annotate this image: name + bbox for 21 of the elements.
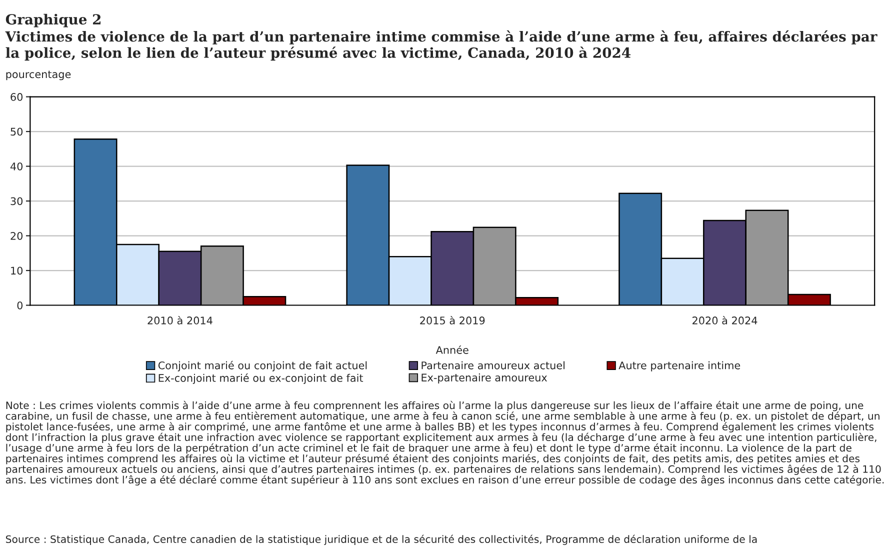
chart-subtitle: Victimes de violence de la part d’un partenaire intime commise à l’aide d’une arme à feu, affaires déclarées par la police, selon le lien de l’auteur présumé avec la victime, Canada, 2010 à 2024 (5, 30, 878, 61)
y-tick-label: 10 (11, 266, 23, 275)
y-tick-label: 0 (17, 301, 23, 310)
y-tick-label: 30 (10, 197, 23, 206)
y-tick-label: 20 (10, 232, 23, 240)
legend-label: Partenaire amoureux actuel (422, 361, 564, 370)
legend-label: Autre partenaire intime (618, 361, 740, 372)
y-tick-label: 40 (10, 162, 23, 170)
x-tick-label: 2010 à 2014 (148, 316, 212, 324)
legend-label: Ex-partenaire amoureux (422, 373, 548, 384)
y-tick-label: 50 (10, 128, 23, 136)
source-note: Source : Statistique Canada, Centre canadien de la statistique juridique et de la sécurité des collectivités, Programme de déclaration uniforme de la (6, 534, 757, 545)
text: Note : Les crimes violents commis à l’aide d’une arme à feu comprennent les affaires où l’arme la plus dangereuse sur les lieux de l’affaire était une arme de poing, une carabine, un fusil de chasse, une arme à feu entièrement automatique, une arme à feu à canon scié, une arme semblable à une arme à feu (p. ex. un pistolet de départ, un pistolet lance-fusées, une arme à air comprimé, une arme fantôme et une arme à balles BB) et les types inconnus d’armes à feu. Comprend également les crimes violents dont l’infraction la plus grave était une infraction avec violence se rapportant explicitement aux armes à feu (la décharge d’une arme à feu avec une intention particulière, l’usage d’une arme à feu lors de la perpétration d’un acte criminel et le fait de braquer une arme à feu) et dont le type d’arme était inconnu. La violence de la part de partenaires intimes comprend les affaires où la victime et l’auteur présumé étaient des conjoints mariés, des conjoints de fait, des petits amis, des petites amies et des partenaires amoureux actuels ou anciens, ainsi que d’autres partenaires intimes (p. ex. partenaires de relations sans lendemain). Comprend les victimes âgées de 12 à 110 ans. Les victimes dont l’âge a été déclaré comme étant supérieur à 110 ans sont exclues en raison d’une erreur possible de codage des âges inconnus dans cette catégorie. (6, 400, 884, 486)
legend-label: Ex-conjoint marié ou ex-conjoint de fait (158, 373, 364, 384)
x-tick-label: 2015 à 2019 (420, 316, 485, 324)
y-tick-label: 60 (10, 93, 23, 101)
y-axis-title: pourcentage (6, 70, 71, 80)
chart-title: Graphique 2 (6, 14, 100, 28)
legend-label: Conjoint marié ou conjoint de fait actuel (158, 360, 367, 372)
x-tick-label: 2020 à 2024 (692, 316, 758, 324)
x-axis-title: Année (436, 345, 468, 354)
